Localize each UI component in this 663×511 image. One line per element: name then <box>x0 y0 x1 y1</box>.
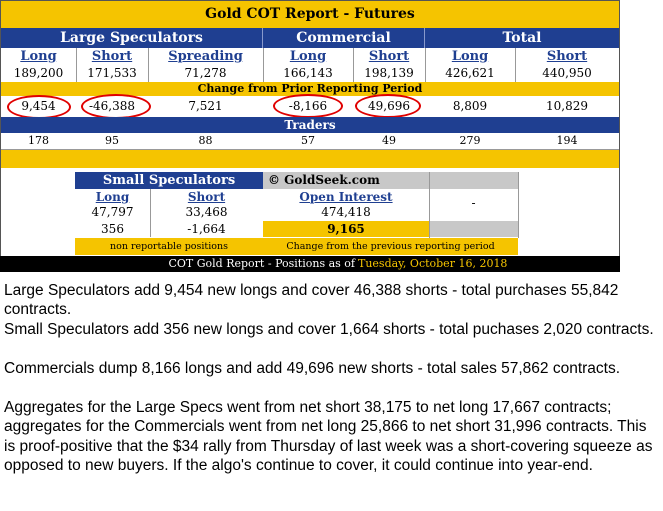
change-title: Change from Prior Reporting Period <box>1 82 619 96</box>
open-interest-change-bg <box>263 221 429 237</box>
position-value: 71,278 <box>184 66 227 80</box>
highlight-oval <box>355 94 421 118</box>
open-interest-label: Open Interest <box>299 190 393 204</box>
traders-value: 88 <box>198 134 213 147</box>
divider <box>150 189 151 237</box>
report-title: Gold COT Report - Futures <box>1 1 619 28</box>
change-value: 8,809 <box>452 99 488 113</box>
grey-block <box>429 172 518 189</box>
col-header: Short <box>546 49 588 64</box>
footer-bar <box>0 256 620 272</box>
position-value: 171,533 <box>87 66 137 80</box>
col-header: Long <box>20 49 57 64</box>
watermark-bg <box>263 172 429 189</box>
small-short-change: -1,664 <box>187 222 226 236</box>
small-short-value: 33,468 <box>185 205 228 219</box>
col-header: Long <box>289 49 327 64</box>
group-large-speculators: Large Speculators <box>1 28 263 48</box>
footer-date: Tuesday, October 16, 2018 <box>358 257 508 270</box>
group-total: Total <box>502 30 542 46</box>
position-value: 426,621 <box>445 66 495 80</box>
small-long-value: 47,797 <box>91 205 134 219</box>
position-value: 166,143 <box>283 66 333 80</box>
small-spec-note: non reportable positions <box>75 238 263 255</box>
divider <box>1 149 619 150</box>
change-value: 10,829 <box>546 99 588 113</box>
divider <box>148 48 149 82</box>
traders-value: 95 <box>105 134 119 147</box>
group-header-bar <box>1 28 619 48</box>
divider <box>429 172 430 238</box>
spacer-bar <box>1 150 619 168</box>
position-value: 198,139 <box>364 66 414 80</box>
change-value: 7,521 <box>188 99 223 113</box>
divider <box>515 48 516 82</box>
col-header: Short <box>368 49 410 64</box>
traders-title: Traders <box>1 117 619 133</box>
group-commercial: Commercial <box>263 28 425 48</box>
divider <box>425 48 426 82</box>
col-header: Short <box>91 49 133 64</box>
position-value: 189,200 <box>13 66 64 80</box>
open-interest-note: Change from the previous reporting perio… <box>263 238 518 255</box>
highlight-oval <box>81 94 151 119</box>
traders-value: 279 <box>459 134 481 147</box>
small-long-label: Long <box>95 190 130 204</box>
small-long-change: 356 <box>101 222 124 236</box>
traders-value: 178 <box>28 134 49 147</box>
small-spec-title: Small Speculators <box>75 172 263 189</box>
commentary-paragraph: Large Speculators add 9,454 new longs an… <box>4 282 619 319</box>
commentary-paragraph: Aggregates for the Large Specs went from… <box>4 399 653 474</box>
col-header: Spreading <box>168 49 243 64</box>
divider <box>76 48 77 82</box>
traders-value: 194 <box>556 134 578 147</box>
grey-block <box>429 221 518 237</box>
position-value: 440,950 <box>542 66 592 80</box>
commentary-paragraph: Small Speculators add 356 new longs and … <box>4 321 654 338</box>
small-short-label: Short <box>187 190 226 204</box>
open-interest-value: 474,418 <box>321 205 371 219</box>
open-interest-change: 9,165 <box>327 222 365 236</box>
highlight-oval <box>273 94 343 118</box>
divider <box>518 172 519 238</box>
divider <box>263 48 264 82</box>
highlight-oval <box>7 95 71 119</box>
footer-label: COT Gold Report - Positions as of <box>168 257 355 270</box>
dash-value: - <box>471 196 476 210</box>
col-header: Long <box>451 49 489 64</box>
goldseek-watermark: © GoldSeek.com <box>268 173 380 187</box>
divider <box>353 48 354 82</box>
commentary-paragraph: Commercials dump 8,166 longs and add 49,… <box>4 360 621 377</box>
cot-report-table: Gold COT Report - Futures Large Speculat… <box>0 0 620 272</box>
traders-value: 49 <box>382 134 396 147</box>
traders-value: 57 <box>301 134 315 147</box>
